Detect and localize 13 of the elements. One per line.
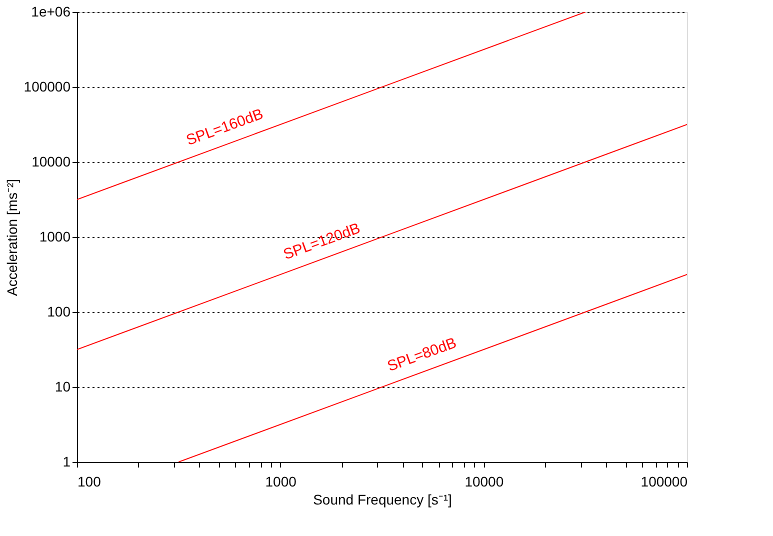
x-tick-label: 100 xyxy=(78,474,102,490)
x-tick-label: 100000 xyxy=(640,474,688,490)
y-tick-label: 100 xyxy=(47,304,71,320)
y-tick-label: 10 xyxy=(54,378,71,394)
y-tick-label: 10000 xyxy=(32,154,71,170)
y-tick-label: 1000 xyxy=(39,228,71,244)
x-axis-title: Sound Frequency [s⁻¹] xyxy=(313,492,452,508)
y-axis-title: Acceleration [ms⁻²] xyxy=(4,178,20,296)
y-tick-label: 100000 xyxy=(24,78,71,94)
y-tick-label: 1 xyxy=(62,454,71,470)
x-tick-label: 1000 xyxy=(265,474,297,490)
x-tick-label: 10000 xyxy=(464,474,504,490)
y-tick-label: 1e+06 xyxy=(31,4,71,20)
